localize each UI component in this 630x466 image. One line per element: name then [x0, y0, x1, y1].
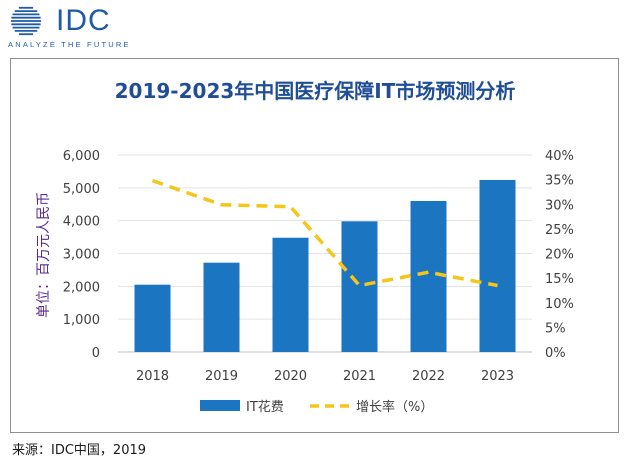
y-tick-label: 1,000 [63, 313, 100, 328]
chart-frame [10, 58, 619, 433]
x-tick-label: 2021 [343, 369, 376, 384]
bar-it-spending [341, 221, 378, 352]
y2-tick-label: 0% [545, 346, 566, 361]
idc-logo: IDC ANALYZE THE FUTURE [8, 4, 168, 49]
y-tick-label: 6,000 [63, 149, 100, 164]
x-tick-label: 2019 [205, 369, 238, 384]
bar-it-spending [272, 237, 309, 352]
y2-tick-label: 20% [545, 248, 574, 263]
globe-icon [11, 6, 41, 36]
y-axis-label: 单位：百万元人民币 [36, 192, 52, 318]
y2-tick-label: 25% [545, 223, 574, 238]
x-tick-label: 2018 [136, 369, 169, 384]
legend-swatch-it-spending [200, 400, 240, 411]
y-tick-label: 3,000 [63, 248, 100, 263]
source-note: 来源：IDC中国，2019 [12, 443, 147, 458]
y2-tick-label: 30% [545, 198, 574, 213]
legend-label-growth-rate: 增长率（%） [356, 399, 433, 415]
chart-title: 2019-2023年中国医疗保障IT市场预测分析 [114, 79, 516, 103]
legend-label-it-spending: IT花费 [246, 399, 284, 415]
bar-it-spending [410, 200, 447, 352]
y-tick-label: 5,000 [63, 182, 100, 197]
y2-tick-label: 35% [545, 174, 574, 189]
bar-it-spending [134, 284, 171, 352]
y2-tick-label: 40% [545, 149, 574, 164]
y2-tick-label: 15% [545, 272, 574, 287]
x-tick-label: 2020 [274, 369, 307, 384]
logo-tagline: ANALYZE THE FUTURE [8, 40, 131, 49]
x-tick-label: 2022 [412, 369, 445, 384]
y-tick-label: 4,000 [63, 215, 100, 230]
bar-it-spending [203, 262, 240, 352]
y2-tick-label: 5% [545, 321, 566, 336]
y2-tick-label: 10% [545, 297, 574, 312]
y-tick-label: 2,000 [63, 280, 100, 295]
logo-brand: IDC [56, 4, 111, 37]
bar-it-spending [479, 179, 516, 352]
y-tick-label: 0 [92, 346, 100, 361]
x-tick-label: 2023 [481, 369, 514, 384]
growth-rate-line [151, 178, 498, 288]
